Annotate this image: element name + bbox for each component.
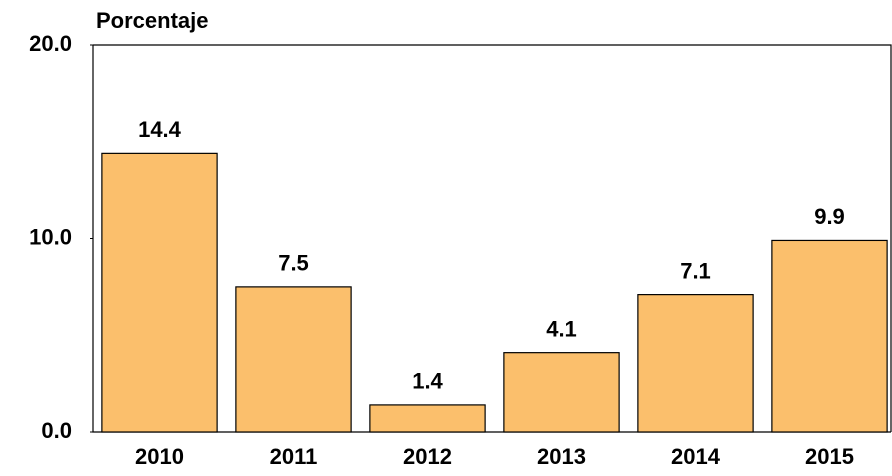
bar (503, 352, 620, 433)
x-tick-label: 2012 (403, 444, 452, 469)
bar (369, 404, 486, 433)
bar (235, 286, 352, 433)
value-label: 7.1 (680, 258, 711, 283)
x-tick-label: 2013 (537, 444, 586, 469)
value-label: 4.1 (546, 316, 577, 341)
x-tick-label: 2010 (135, 444, 184, 469)
x-tick-label: 2011 (270, 444, 318, 469)
y-tick-label: 0.0 (41, 418, 72, 443)
value-label: 7.5 (278, 251, 309, 276)
bar (101, 152, 218, 433)
value-label: 14.4 (138, 117, 182, 142)
y-axis-label: Porcentaje (96, 8, 209, 33)
value-label: 1.4 (412, 369, 443, 394)
bar (637, 294, 754, 433)
bar (771, 239, 888, 433)
y-tick-label: 20.0 (29, 31, 72, 56)
x-tick-label: 2014 (671, 444, 721, 469)
y-tick-label: 10.0 (29, 224, 72, 249)
x-tick-label: 2015 (805, 444, 854, 469)
value-label: 9.9 (814, 204, 845, 229)
